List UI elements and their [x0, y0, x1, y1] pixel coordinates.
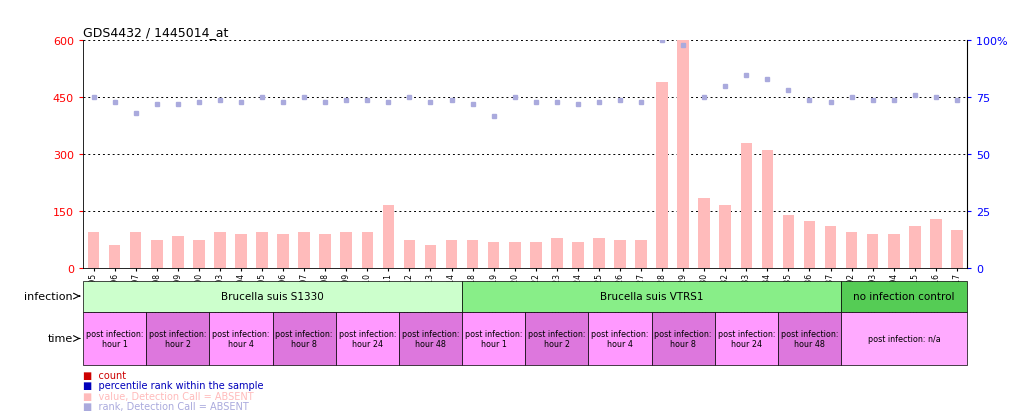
Text: post infection:
hour 48: post infection: hour 48 [402, 329, 459, 348]
Text: post infection:
hour 4: post infection: hour 4 [213, 329, 269, 348]
Text: post infection:
hour 2: post infection: hour 2 [149, 329, 207, 348]
Text: ■  rank, Detection Call = ABSENT: ■ rank, Detection Call = ABSENT [83, 401, 249, 411]
Bar [762, 151, 773, 268]
Bar [256, 233, 267, 268]
Text: ■  percentile rank within the sample: ■ percentile rank within the sample [83, 380, 263, 390]
Bar [715, 312, 778, 366]
Bar [825, 227, 837, 268]
Bar [841, 312, 967, 366]
Bar [340, 233, 353, 268]
Text: post infection:
hour 2: post infection: hour 2 [528, 329, 586, 348]
Bar [635, 240, 647, 268]
Bar [614, 240, 626, 268]
Bar [656, 83, 668, 268]
Bar [678, 41, 689, 268]
Text: post infection: n/a: post infection: n/a [868, 334, 941, 343]
Bar [530, 242, 542, 268]
Bar [424, 246, 437, 268]
Text: post infection:
hour 8: post infection: hour 8 [276, 329, 333, 348]
Bar [719, 206, 731, 268]
Bar [146, 312, 210, 366]
Bar [319, 235, 331, 268]
Text: GDS4432 / 1445014_at: GDS4432 / 1445014_at [83, 26, 229, 39]
Bar [846, 233, 857, 268]
Bar [951, 230, 962, 268]
Bar [88, 233, 99, 268]
Bar [909, 227, 921, 268]
Bar [83, 312, 146, 366]
Bar [108, 246, 121, 268]
Bar [193, 240, 205, 268]
Bar [803, 221, 815, 268]
Bar [651, 312, 715, 366]
Bar [299, 233, 310, 268]
Text: no infection control: no infection control [854, 291, 955, 301]
Bar [698, 198, 710, 268]
Bar [888, 235, 900, 268]
Bar [462, 312, 525, 366]
Text: ■  count: ■ count [83, 370, 127, 380]
Bar [572, 242, 583, 268]
Bar [130, 233, 142, 268]
Bar [551, 238, 562, 268]
Bar [741, 143, 752, 268]
Bar [210, 312, 272, 366]
Text: post infection:
hour 48: post infection: hour 48 [781, 329, 838, 348]
Text: post infection:
hour 24: post infection: hour 24 [338, 329, 396, 348]
Bar [841, 281, 967, 312]
Bar [446, 240, 457, 268]
Bar [362, 233, 373, 268]
Text: post infection:
hour 1: post infection: hour 1 [86, 329, 144, 348]
Bar [383, 206, 394, 268]
Bar [335, 312, 399, 366]
Bar [83, 281, 462, 312]
Text: post infection:
hour 8: post infection: hour 8 [654, 329, 712, 348]
Bar [594, 238, 605, 268]
Bar [467, 240, 478, 268]
Bar [783, 216, 794, 268]
Bar [589, 312, 651, 366]
Text: Brucella suis VTRS1: Brucella suis VTRS1 [600, 291, 703, 301]
Bar [272, 312, 335, 366]
Bar [214, 233, 226, 268]
Bar [235, 235, 247, 268]
Bar [930, 219, 942, 268]
Text: post infection:
hour 4: post infection: hour 4 [592, 329, 648, 348]
Text: post infection:
hour 24: post infection: hour 24 [717, 329, 775, 348]
Bar [778, 312, 841, 366]
Bar [403, 240, 415, 268]
Text: ■  value, Detection Call = ABSENT: ■ value, Detection Call = ABSENT [83, 391, 253, 401]
Bar [525, 312, 589, 366]
Bar [172, 236, 183, 268]
Bar [462, 281, 841, 312]
Text: post infection:
hour 1: post infection: hour 1 [465, 329, 523, 348]
Bar [509, 242, 521, 268]
Text: time: time [48, 334, 73, 344]
Bar [488, 242, 499, 268]
Bar [151, 240, 162, 268]
Text: infection: infection [24, 291, 73, 301]
Bar [278, 235, 289, 268]
Bar [399, 312, 462, 366]
Bar [867, 235, 878, 268]
Text: Brucella suis S1330: Brucella suis S1330 [221, 291, 324, 301]
